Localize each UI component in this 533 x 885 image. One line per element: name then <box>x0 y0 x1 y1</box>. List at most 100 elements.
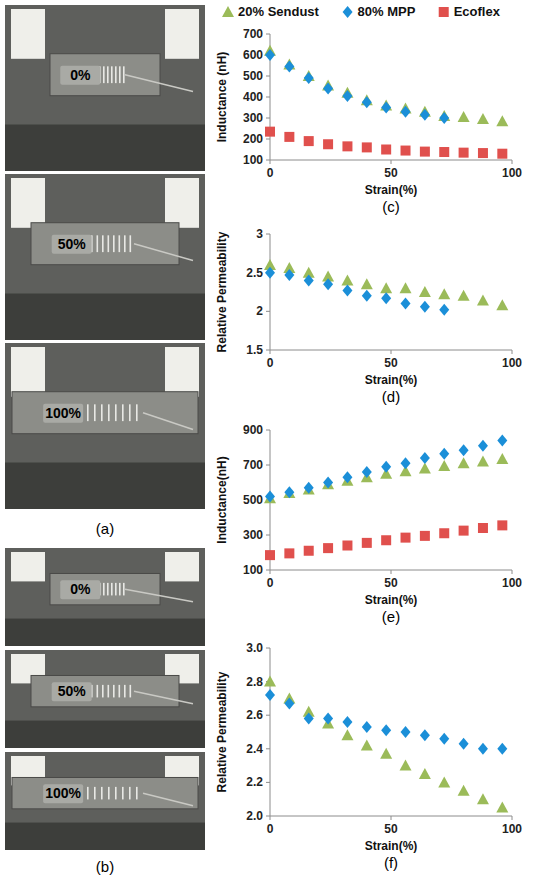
x-tick-label: 100 <box>502 166 522 180</box>
photo-trace <box>87 787 89 800</box>
data-point <box>439 147 449 157</box>
data-point <box>381 102 391 114</box>
photo-frame: 0% <box>5 548 205 646</box>
data-point <box>401 457 411 469</box>
photo-clamp <box>11 347 45 397</box>
y-tick-label: 200 <box>243 132 263 146</box>
y-tick-label: 3 <box>256 227 263 241</box>
data-point <box>459 148 469 158</box>
photo-trace <box>115 66 117 83</box>
y-axis-title: Inductance (nH) <box>215 52 229 143</box>
photo-trace <box>119 66 121 83</box>
panel-label: (a) <box>96 520 114 537</box>
photo-clamp <box>11 552 45 581</box>
y-tick <box>266 535 270 536</box>
photo-frame: 0% <box>5 5 205 171</box>
photo-trace <box>123 583 125 596</box>
data-point <box>362 290 372 302</box>
y-tick-label: 2 <box>256 304 263 318</box>
photo-trace <box>94 404 96 421</box>
data-point <box>419 286 431 297</box>
data-point <box>284 486 294 498</box>
y-tick-label: 300 <box>243 111 263 125</box>
data-point <box>341 274 353 285</box>
data-point <box>478 148 488 158</box>
panel-label: (f) <box>384 854 398 871</box>
data-point <box>284 132 294 142</box>
y-tick <box>266 139 270 140</box>
photo-trace <box>101 404 103 421</box>
x-axis-title: Strain(%) <box>365 839 418 853</box>
photo-clamp <box>165 178 199 228</box>
data-point <box>458 111 470 122</box>
y-tick <box>266 715 270 716</box>
photo-rig <box>5 619 205 646</box>
y-tick <box>266 570 270 571</box>
frame-label: 50% <box>58 683 87 699</box>
data-point <box>342 90 352 102</box>
photo-rig <box>5 721 205 748</box>
data-point <box>362 538 372 548</box>
y-axis-title: Relative Permeability <box>215 671 229 792</box>
data-point <box>342 284 352 296</box>
photo-trace <box>87 404 89 421</box>
photo-strip <box>50 573 160 604</box>
panel-label: (d) <box>382 388 400 405</box>
x-tick-label: 50 <box>384 822 398 836</box>
photo-background <box>5 343 205 509</box>
x-tick-label: 100 <box>502 356 522 370</box>
data-point <box>304 274 314 286</box>
photo-strip <box>12 392 198 434</box>
x-tick-label: 0 <box>267 576 274 590</box>
data-point <box>341 729 353 740</box>
photo-trace <box>123 66 125 83</box>
data-point <box>439 733 449 745</box>
data-point <box>265 550 275 560</box>
data-point <box>438 288 450 299</box>
data-point <box>361 278 373 289</box>
x-tick <box>270 350 271 354</box>
y-tick-label: 500 <box>243 69 263 83</box>
data-point <box>478 440 488 452</box>
data-point <box>265 127 275 137</box>
data-point <box>496 453 508 464</box>
photo-trace <box>102 685 104 698</box>
data-point <box>400 282 412 293</box>
data-point <box>496 802 508 813</box>
x-tick <box>512 350 513 354</box>
photo-clamp <box>165 552 199 581</box>
chart: 1.522.53050100Strain(%)Relative Permeabi… <box>215 227 522 405</box>
photo-trace <box>119 685 121 698</box>
data-point <box>439 448 449 460</box>
photo-trace <box>111 583 113 596</box>
data-point <box>323 543 333 553</box>
photo-trace <box>108 235 110 252</box>
data-point <box>265 267 275 279</box>
data-point <box>362 466 372 478</box>
x-tick <box>270 816 271 820</box>
photo-trace <box>111 66 113 83</box>
photo-trace <box>136 787 138 800</box>
x-tick <box>512 160 513 164</box>
photo-trace <box>108 404 110 421</box>
legend-label: 80% MPP <box>358 4 416 19</box>
x-tick-label: 50 <box>384 166 398 180</box>
y-tick-label: 2.5 <box>246 266 263 280</box>
frame-label: 0% <box>70 581 91 597</box>
photo-panel: 0%50%100%(b) <box>5 548 205 875</box>
data-point <box>459 738 469 750</box>
x-tick <box>391 816 392 820</box>
data-point <box>380 748 392 759</box>
data-point <box>265 689 275 701</box>
data-point <box>304 713 314 725</box>
data-point <box>401 533 411 543</box>
photo-trace <box>113 235 115 252</box>
data-point <box>304 482 314 494</box>
x-tick <box>270 160 271 164</box>
y-tick-label: 2.0 <box>246 809 263 823</box>
frame-label: 100% <box>45 785 81 801</box>
data-point <box>438 776 450 787</box>
frame-label: 100% <box>45 405 81 421</box>
data-point <box>362 142 372 152</box>
photo-trace <box>130 685 132 698</box>
